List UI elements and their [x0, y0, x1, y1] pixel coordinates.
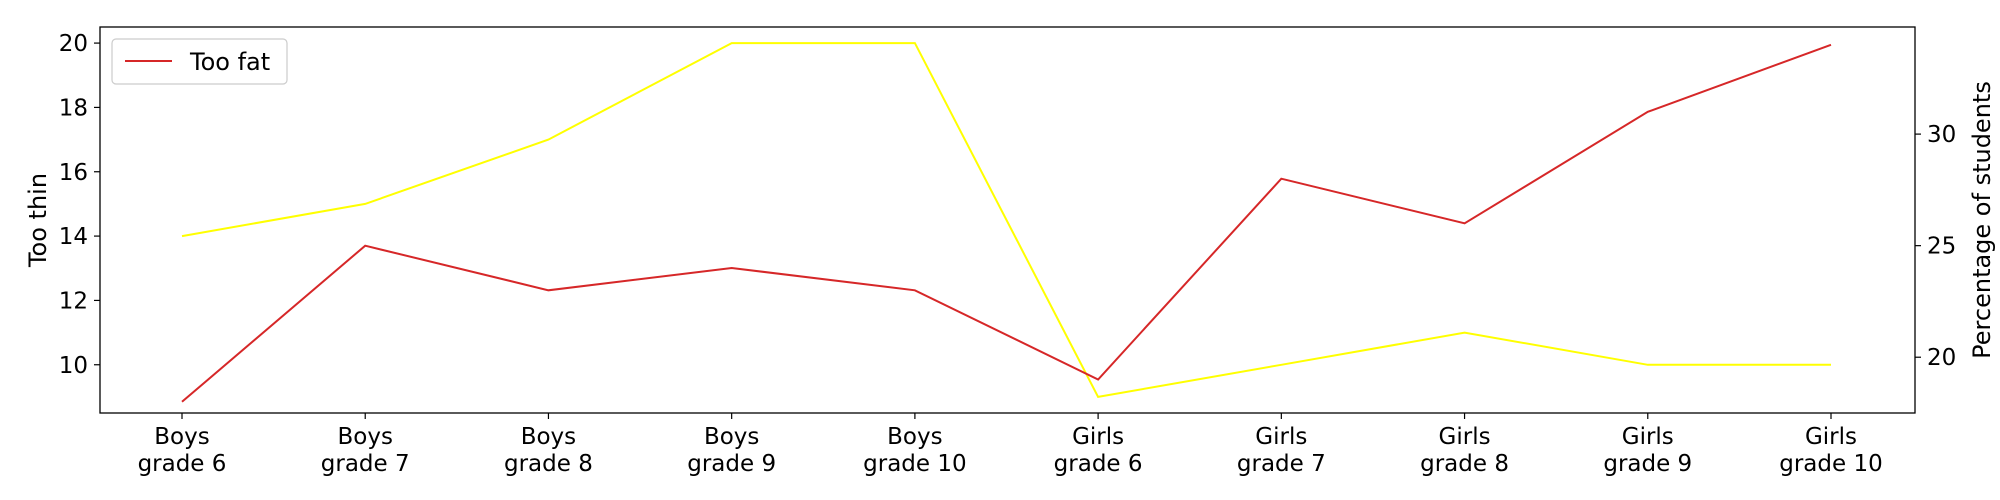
y-right-tick-label: 25 [1927, 234, 1956, 260]
x-tick-label: Boys grade 7 [321, 424, 410, 477]
legend: Too fat [111, 38, 288, 85]
x-tick-label: Boys grade 8 [504, 424, 593, 477]
x-tick-label: Boys grade 10 [863, 424, 966, 477]
axes-layer: Boys grade 6 Boys grade 7 Boys grade 8 Boys gra… [59, 31, 1957, 477]
y-left-tick-label: 10 [59, 353, 88, 379]
y-axis-left-title: Too thin [24, 173, 52, 268]
plot-layer [181, 42, 1832, 403]
x-tick-label: Girls grade 7 [1237, 424, 1326, 477]
plot-frame [99, 26, 1916, 414]
x-tick-label: Girls grade 8 [1420, 424, 1509, 477]
x-tick-label: Girls grade 9 [1603, 424, 1692, 477]
y-axis-right-title: Percentage of students [1968, 81, 1996, 359]
legend-label-too-fat: Too fat [189, 48, 270, 76]
x-tick-label: Girls grade 6 [1054, 424, 1143, 477]
y-left-tick-label: 18 [59, 95, 88, 121]
y-left-tick-label: 12 [59, 288, 88, 314]
x-tick-label: Boys grade 9 [687, 424, 776, 477]
y-right-tick-label: 20 [1927, 345, 1956, 371]
series-line-too-fat [181, 43, 1832, 403]
legend-box [111, 38, 288, 85]
y-left-tick-label: 16 [59, 160, 88, 186]
y-left-tick-label: 14 [59, 224, 88, 250]
x-tick-label: Girls grade 10 [1779, 424, 1882, 477]
y-left-tick-label: 20 [59, 31, 88, 57]
series-line-too-thin [181, 42, 1831, 399]
x-tick-label: Boys grade 6 [138, 424, 227, 477]
y-right-tick-label: 30 [1927, 122, 1956, 148]
